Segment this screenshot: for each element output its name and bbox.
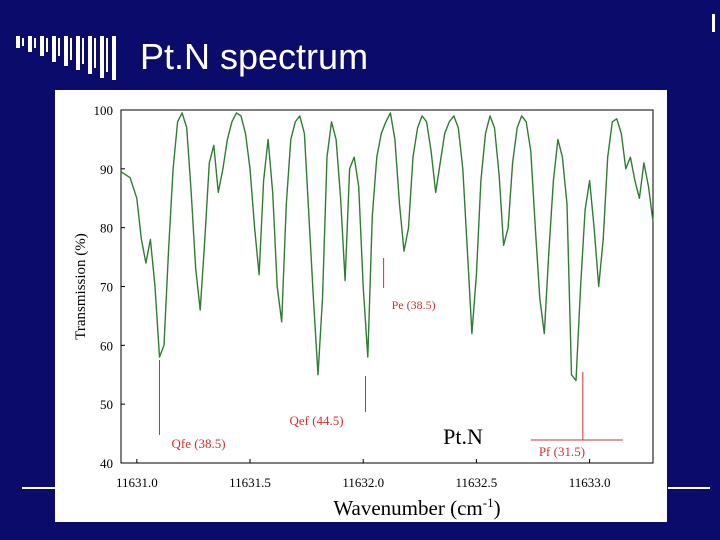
corner-decoration bbox=[16, 14, 715, 80]
spectrum-line bbox=[120, 112, 654, 382]
spectrum-chart: 40 50 60 70 80 90 100 11631.0 11631.5 11632.0 1163… bbox=[73, 103, 654, 520]
molecule-label: Pt.N bbox=[443, 424, 483, 449]
spectrum-figure: 40 50 60 70 80 90 100 11631.0 11631.5 11632.0 1163… bbox=[55, 90, 667, 522]
footer-rule-right bbox=[668, 487, 710, 489]
y-axis-label: Transmission (%) bbox=[73, 233, 89, 340]
x-tick-label: 11631.0 bbox=[116, 475, 158, 490]
y-tick-label: 60 bbox=[100, 338, 113, 353]
pf-annotation: Pf (31.5) bbox=[539, 444, 585, 459]
qfe-annotation: Qfe (38.5) bbox=[171, 436, 225, 451]
y-tick-label: 80 bbox=[100, 221, 113, 236]
y-tick-label: 100 bbox=[94, 103, 114, 118]
y-tick-label: 40 bbox=[100, 456, 113, 471]
y-tick-label: 70 bbox=[100, 280, 113, 295]
y-tick-label: 90 bbox=[100, 162, 113, 177]
slide-title: Pt.N spectrum bbox=[140, 36, 369, 77]
x-tick-label: 11632.0 bbox=[342, 475, 384, 490]
y-tick-label: 50 bbox=[100, 397, 113, 412]
pe-annotation: Pe (38.5) bbox=[392, 298, 436, 312]
x-tick-label: 11631.5 bbox=[229, 475, 271, 490]
plot-frame bbox=[120, 109, 654, 464]
x-axis-label: Wavenumber (cm-1) bbox=[333, 495, 500, 520]
x-tick-label: 11632.5 bbox=[456, 475, 498, 490]
footer-rule-left bbox=[22, 487, 58, 489]
qef-annotation: Qef (44.5) bbox=[289, 413, 343, 428]
x-tick-label: 11633.0 bbox=[569, 475, 611, 490]
